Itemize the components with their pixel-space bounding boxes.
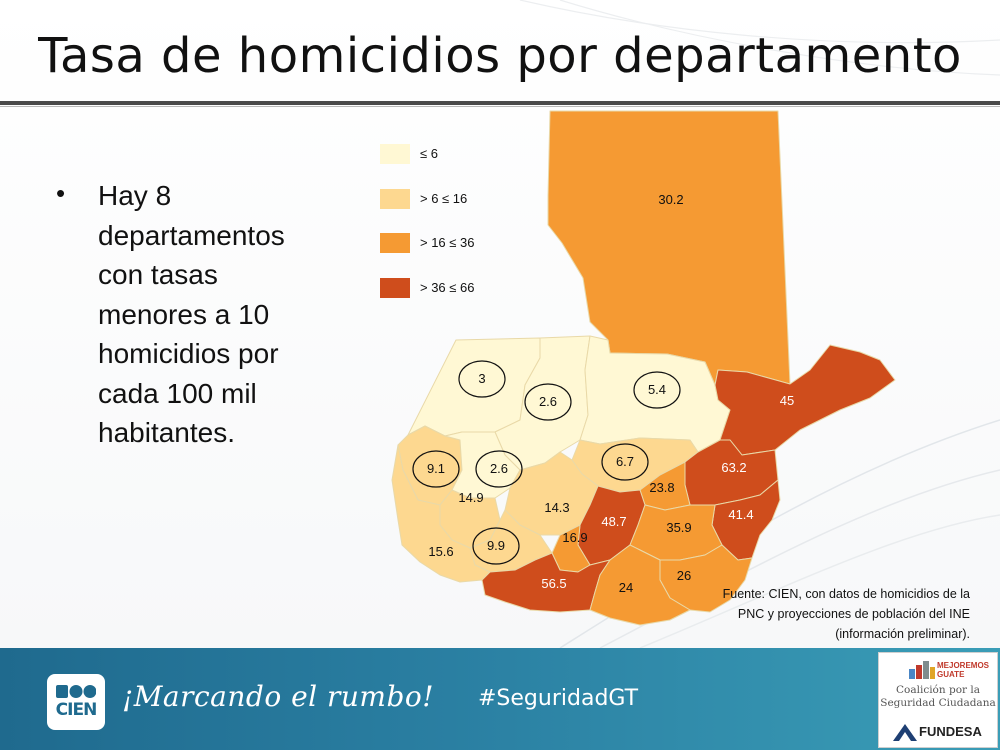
- department-rate-label: 5.4: [648, 382, 666, 397]
- bullet-text: Hay 8 departamentos con tasas menores a …: [98, 180, 285, 448]
- department-rate-label: 56.5: [541, 576, 566, 591]
- source-note: Fuente: CIEN, con datos de homicidios de…: [722, 587, 970, 641]
- department-rate-label: 45: [780, 393, 794, 408]
- legend-item: > 36 ≤ 66: [380, 276, 560, 302]
- legend-swatch: [380, 189, 410, 209]
- department-rate-label: 2.6: [539, 394, 557, 409]
- title-divider-thin: [0, 106, 1000, 107]
- department-rate-label: 41.4: [728, 507, 753, 522]
- highlight-circle: [472, 527, 520, 565]
- highlight-circle: [633, 371, 681, 409]
- legend-label: > 6 ≤ 16: [420, 191, 468, 206]
- legend-label: > 16 ≤ 36: [420, 235, 475, 250]
- highlight-circle: [524, 383, 572, 421]
- department-rate-label: 30.2: [658, 192, 683, 207]
- highlight-circle: [601, 443, 649, 481]
- legend-item: > 6 ≤ 16: [380, 187, 560, 213]
- footer-bar: CIEN ¡Marcando el rumbo! #SeguridadGT ME…: [0, 648, 1000, 750]
- legend-item: > 16 ≤ 36: [380, 231, 560, 257]
- highlight-circle: [458, 360, 506, 398]
- mejoremos-guate-text: MEJOREMOS GUATE: [937, 661, 990, 679]
- department-rate-label: 24: [619, 580, 633, 595]
- department-rate-label: 9.9: [487, 538, 505, 553]
- department-region: [444, 431, 521, 499]
- department-rate-label: 15.6: [428, 544, 453, 559]
- department-rate-label: 6.7: [616, 454, 634, 469]
- department-rate-label: 16.9: [562, 530, 587, 545]
- department-rate-label: 23.8: [649, 480, 674, 495]
- legend-item: ≤ 6: [380, 142, 560, 168]
- legend-swatch: [380, 233, 410, 253]
- cien-logo-text: CIEN: [55, 700, 98, 720]
- cien-logo: CIEN: [47, 674, 105, 730]
- coalition-logo: MEJOREMOS GUATE Coalición por la Segurid…: [878, 652, 998, 748]
- legend-swatch: [380, 278, 410, 298]
- coalition-text: Coalición por la Seguridad Ciudadana: [880, 684, 996, 709]
- department-rate-label: 63.2: [721, 460, 746, 475]
- slogan: ¡Marcando el rumbo!: [122, 680, 435, 713]
- legend-label: ≤ 6: [420, 146, 438, 161]
- mejoremos-guate-icon: [909, 661, 935, 679]
- fundesa-text: FUNDESA: [919, 724, 982, 739]
- cien-logo-mark: [56, 685, 96, 698]
- department-rate-label: 9.1: [427, 461, 445, 476]
- department-rate-label: 14.9: [458, 490, 483, 505]
- legend-swatch: [380, 144, 410, 164]
- page-title: Tasa de homicidios por departamento: [38, 28, 962, 84]
- department-rate-label: 14.3: [544, 500, 569, 515]
- title-divider: [0, 101, 1000, 105]
- department-rate-label: 2.6: [490, 461, 508, 476]
- department-region: [714, 344, 896, 456]
- department-rate-label: 35.9: [666, 520, 691, 535]
- highlight-circle: [412, 450, 460, 488]
- fundesa-icon: [893, 724, 917, 741]
- department-rate-label: 48.7: [601, 514, 626, 529]
- department-region: [589, 544, 691, 626]
- bullet-marker: •: [56, 178, 66, 208]
- highlight-circle: [475, 450, 523, 488]
- legend-label: > 36 ≤ 66: [420, 280, 475, 295]
- department-rate-label: 3: [478, 371, 485, 386]
- hashtag: #SeguridadGT: [478, 686, 639, 711]
- department-rate-label: 26: [677, 568, 691, 583]
- guatemala-department-map: 30.2 3 2.6 5.4 45 9.1 2.6 6.7 63.2 14.9 23.8 14.3 48…: [391, 110, 896, 626]
